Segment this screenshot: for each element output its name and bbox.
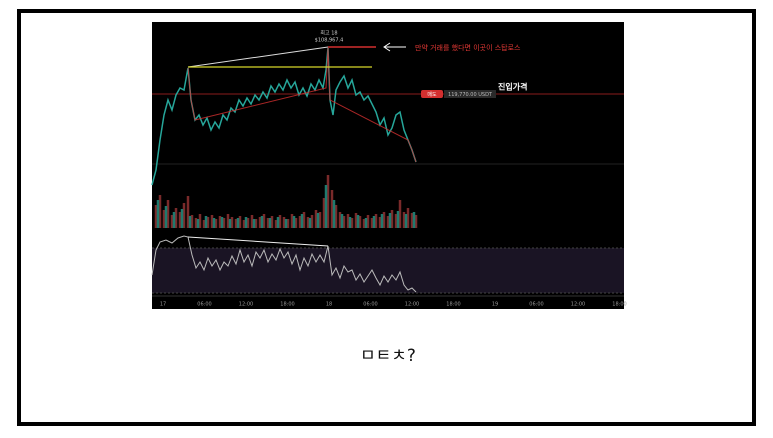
peak-label: 최고 18	[320, 30, 337, 37]
x-tick-label: 06:00	[363, 302, 377, 308]
price-line	[151, 47, 417, 186]
x-tick-label: 17	[160, 302, 166, 308]
x-tick-label: 12:00	[239, 302, 253, 308]
tag: 매도	[427, 91, 437, 98]
x-tick-label: 12:00	[405, 302, 419, 308]
tag-box	[421, 90, 443, 98]
peak-price: $108,967.4	[315, 38, 344, 44]
x-tick-label: 18:00	[280, 302, 294, 308]
annotation: 만약 거래를 했다면 이곳이 스탑로스	[415, 43, 521, 52]
x-tick-label: 12:00	[571, 302, 585, 308]
volume-bars	[156, 185, 416, 228]
oscillator-band	[152, 248, 624, 293]
x-tick-label: 19	[492, 302, 498, 308]
x-axis: 17 06:00 12:00 18:00 18 06:00 12:00 18:00 19 06:0…	[160, 302, 627, 308]
trend-line	[187, 46, 329, 68]
price-line-down	[187, 47, 417, 163]
x-tick-label: 18:00	[612, 302, 626, 308]
x-tick-label: 18:00	[446, 302, 460, 308]
caption: ㅁㅌㅊ?	[360, 346, 416, 366]
x-tick-label: 18	[326, 302, 332, 308]
tag-price-box	[444, 90, 496, 98]
x-tick-label: 06:00	[529, 302, 543, 308]
volume-bars	[154, 175, 418, 228]
oscillator-line	[151, 235, 417, 293]
entry-label: 진입가격	[498, 82, 527, 92]
tag-price: 119,770.00 USDT	[448, 92, 493, 98]
x-tick-label: 06:00	[197, 302, 211, 308]
divergence-line	[187, 236, 329, 247]
arrow-head	[383, 42, 391, 52]
